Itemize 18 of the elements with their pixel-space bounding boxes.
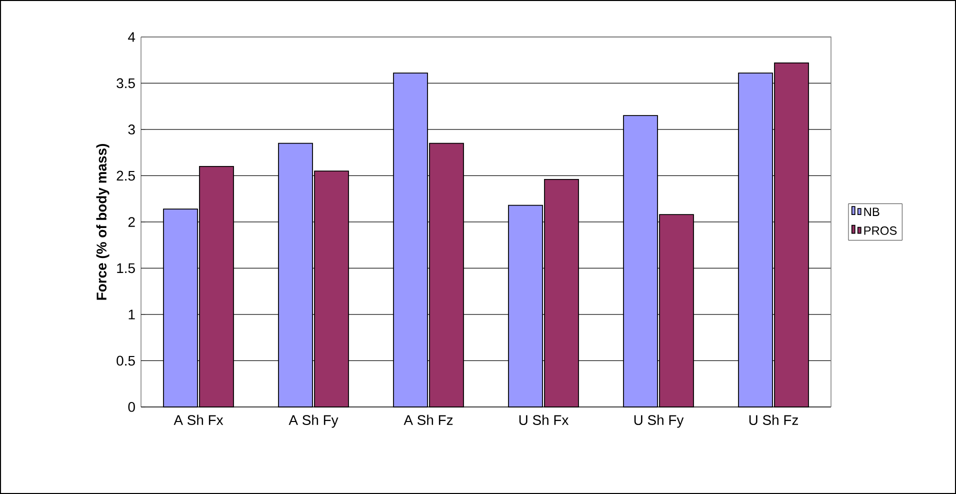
y-tick-label: 0 xyxy=(128,402,135,412)
y-tick-label: 2.5 xyxy=(116,170,135,181)
y-tick-label: 3.5 xyxy=(116,78,135,88)
x-tick-label: A Sh Fx xyxy=(174,414,224,426)
y-tick-label: 3 xyxy=(128,124,135,134)
y-tick-label: 1.5 xyxy=(117,263,135,274)
x-tick-label: A Sh Fy xyxy=(288,414,338,428)
y-tick-label: 4 xyxy=(128,32,136,42)
y-tick-label: 0.5 xyxy=(116,356,135,366)
legend-label: PROS xyxy=(864,226,897,235)
y-tick-label: 2 xyxy=(128,217,135,227)
x-tick-label: A Sh Fz xyxy=(404,414,453,426)
x-tick-label: U Sh Fx xyxy=(519,414,569,426)
legend-label: NB xyxy=(864,208,880,216)
x-tick-label: U Sh Fz xyxy=(749,414,798,426)
y-axis-title: Force (% of body mass) xyxy=(96,144,110,300)
y-tick-label: 1 xyxy=(128,310,135,320)
x-tick-label: U Sh Fy xyxy=(634,414,684,428)
